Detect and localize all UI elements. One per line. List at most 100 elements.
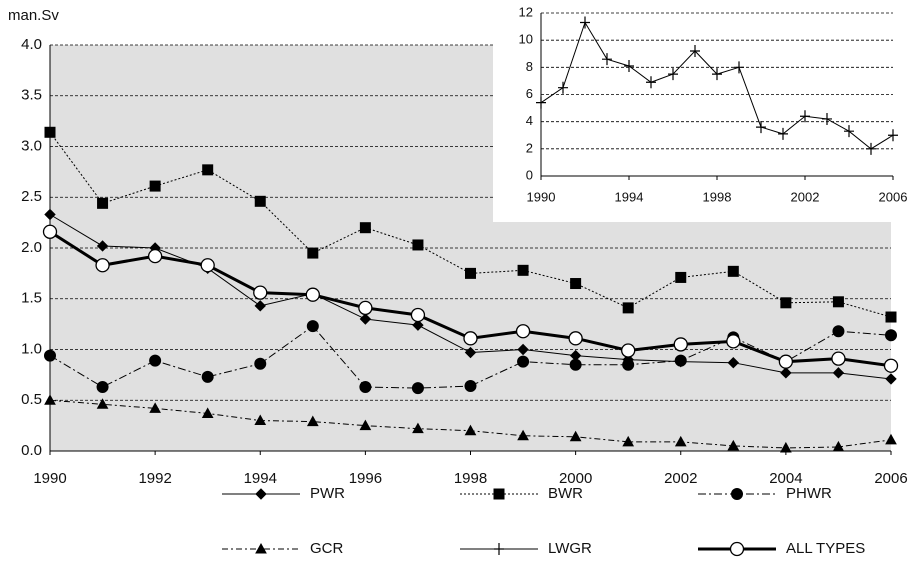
main-plot: 0.0 0.5 1.0 1.5 2.0 2.5 3.0 3.5 4.0 1990 1992 1994 1…	[21, 36, 908, 487]
marker	[622, 302, 634, 314]
marker	[780, 367, 792, 379]
y-tick-label: 2.0	[21, 239, 42, 256]
marker	[147, 248, 163, 264]
legend: PWR BWR PHWR GCR LWGR ALL TYPES	[222, 485, 865, 557]
y-tick-label: 8	[526, 59, 533, 74]
marker	[885, 433, 897, 445]
marker	[517, 264, 529, 276]
marker	[690, 45, 700, 58]
marker	[464, 424, 477, 436]
marker	[569, 430, 582, 442]
marker	[44, 208, 56, 221]
marker	[624, 59, 634, 72]
marker	[254, 357, 267, 370]
marker	[44, 349, 56, 362]
marker	[359, 381, 372, 394]
marker	[306, 320, 319, 333]
marker	[568, 331, 583, 346]
legend-marker	[494, 543, 504, 555]
y-tick-label: 10	[519, 32, 533, 47]
marker	[96, 240, 109, 252]
marker	[149, 180, 161, 192]
legend-label: ALL TYPES	[786, 540, 865, 557]
marker	[464, 346, 477, 359]
marker	[570, 278, 582, 290]
marker	[44, 394, 56, 405]
marker	[201, 407, 214, 418]
marker	[515, 324, 531, 339]
marker	[465, 267, 476, 279]
marker	[832, 440, 845, 452]
legend-label: BWR	[548, 485, 583, 502]
marker	[359, 313, 372, 325]
marker	[780, 297, 792, 309]
marker	[200, 258, 215, 273]
x-tick-label: 1994	[244, 470, 277, 487]
marker	[558, 81, 568, 94]
marker	[832, 367, 845, 379]
marker	[831, 351, 846, 366]
marker	[359, 222, 371, 234]
marker	[668, 68, 678, 81]
marker	[883, 358, 899, 373]
marker	[569, 358, 582, 371]
x-tick-label: 1990	[33, 470, 66, 487]
marker	[602, 53, 612, 66]
x-tick-label: 1998	[703, 189, 732, 204]
marker	[712, 68, 722, 81]
y-tick-label: 4	[526, 113, 533, 128]
marker	[305, 287, 320, 302]
y-tick-label: 1.5	[21, 290, 42, 307]
x-tick-label: 1992	[138, 470, 171, 487]
marker	[412, 319, 424, 331]
y-tick-label: 3.5	[21, 87, 42, 104]
series-line	[49, 131, 892, 318]
marker	[800, 110, 810, 123]
marker	[44, 126, 56, 138]
marker	[412, 422, 424, 434]
marker	[306, 415, 319, 427]
y-tick-label: 3.0	[21, 137, 42, 154]
marker	[778, 354, 794, 369]
series-line	[49, 325, 892, 389]
y-tick-label: 0.5	[21, 391, 42, 408]
x-tick-label: 2002	[664, 470, 697, 487]
marker	[201, 370, 214, 383]
marker	[517, 355, 530, 368]
x-tick-label: 2006	[879, 189, 908, 204]
marker	[734, 61, 744, 74]
marker	[254, 195, 266, 207]
legend-marker	[731, 488, 743, 500]
x-tick-label: 1994	[615, 189, 644, 204]
legend-label: PHWR	[786, 485, 832, 502]
y-tick-label: 4.0	[21, 36, 42, 53]
marker	[727, 265, 739, 277]
y-tick-label: 0	[526, 167, 533, 182]
marker	[778, 127, 788, 140]
x-tick-label: 2006	[874, 470, 907, 487]
marker	[888, 129, 898, 142]
marker	[832, 325, 845, 338]
marker	[411, 382, 424, 395]
marker	[622, 435, 635, 447]
x-tick-label: 2000	[559, 470, 592, 487]
marker	[254, 300, 266, 312]
y-axis-label: man.Sv	[8, 7, 59, 24]
marker	[885, 329, 897, 342]
y-tick-label: 1.0	[21, 340, 42, 357]
legend-label: LWGR	[548, 540, 592, 557]
marker	[885, 311, 897, 323]
marker	[42, 224, 58, 239]
marker	[149, 402, 161, 413]
marker	[254, 414, 267, 426]
marker	[844, 125, 854, 138]
legend-marker	[255, 542, 267, 554]
inset-background	[493, 0, 918, 222]
y-tick-label: 2.5	[21, 188, 42, 205]
x-tick-label: 1996	[349, 470, 382, 487]
marker	[536, 96, 546, 109]
marker	[358, 300, 373, 316]
marker	[727, 356, 740, 369]
y-tick-label: 6	[526, 86, 533, 101]
marker	[727, 439, 740, 451]
